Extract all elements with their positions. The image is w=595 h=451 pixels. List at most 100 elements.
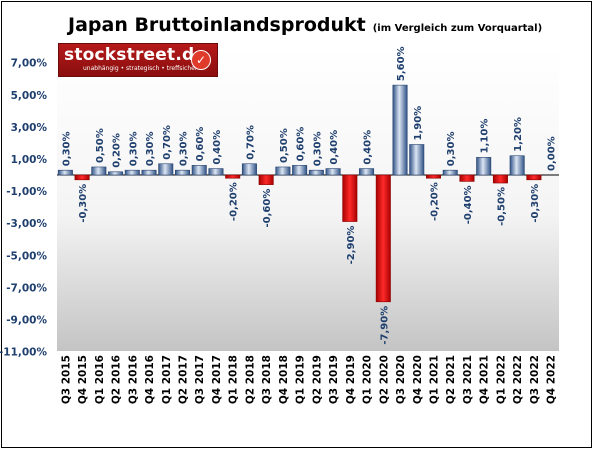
data-label: 0,00% (547, 136, 558, 171)
data-label: 0,20% (112, 133, 123, 168)
bar (74, 174, 90, 181)
x-tick-label: Q3 2015 (60, 355, 72, 404)
bar (442, 169, 458, 176)
bar (509, 155, 525, 176)
x-tick-label: Q1 2022 (495, 355, 507, 404)
data-label: 0,40% (329, 130, 340, 165)
x-tick-label: Q1 2020 (362, 355, 374, 404)
bar (158, 163, 174, 176)
x-tick-label: Q2 2020 (378, 355, 390, 404)
bar (359, 168, 375, 176)
x-tick-label: Q4 2021 (479, 355, 491, 404)
x-tick-label: Q2 2017 (178, 355, 190, 404)
x-tick-label: Q2 2019 (311, 355, 323, 404)
y-tick-label: -11,00% (0, 347, 47, 359)
data-label: 0,50% (279, 128, 290, 163)
bar (392, 84, 408, 176)
x-tick-label: Q3 2018 (261, 355, 273, 404)
x-tick-label: Q1 2018 (228, 355, 240, 404)
data-label: 1,90% (413, 106, 424, 141)
x-tick-label: Q2 2018 (244, 355, 256, 404)
chart-title: Japan Bruttoinlandsprodukt (68, 14, 366, 36)
stockstreet-logo: stockstreet.de unabhängig • strategisch … (58, 43, 218, 77)
chart-title-block: Japan Bruttoinlandsprodukt (im Vergleich… (68, 14, 542, 36)
x-axis: Q3 2015 Q4 2015 Q1 2016 Q2 2016 Q3 2016 Q4 20… (60, 355, 557, 404)
bars (57, 84, 542, 303)
y-tick-label: -7,00% (6, 282, 47, 294)
checkmark-icon: ✓ (191, 50, 211, 70)
bar (325, 168, 341, 176)
x-tick-label: Q4 2016 (144, 355, 156, 404)
y-tick-label: 3,00% (11, 122, 48, 134)
x-tick-label: Q4 2015 (77, 355, 89, 404)
bar (141, 169, 157, 176)
data-label: 0,30% (446, 131, 457, 166)
data-label: 0,30% (145, 131, 156, 166)
y-tick-label: -3,00% (6, 218, 47, 230)
data-label: 0,30% (179, 131, 190, 166)
logo-wordmark: stockstreet.de (64, 45, 207, 65)
x-tick-label: Q1 2017 (161, 355, 173, 404)
x-tick-label: Q2 2016 (111, 355, 123, 404)
x-tick-label: Q4 2019 (345, 355, 357, 404)
data-label: -0,50% (496, 187, 507, 226)
x-tick-label: Q3 2019 (328, 355, 340, 404)
data-label: 0,30% (128, 131, 139, 166)
data-label: 0,70% (245, 125, 256, 160)
data-label: -0,20% (430, 182, 441, 221)
data-label: -7,90% (379, 306, 390, 345)
x-tick-label: Q4 2017 (211, 355, 223, 404)
logo-tagline: unabhängig • strategisch • treffsicher (83, 65, 198, 72)
y-tick-label: 5,00% (11, 90, 48, 102)
data-labels: 0,30% -0,30% 0,50% 0,20% 0,30% 0,30% 0,70% 0,30… (61, 46, 557, 344)
x-tick-label: Q3 2017 (194, 355, 206, 404)
bar (292, 165, 308, 176)
data-label: -0,30% (530, 184, 541, 223)
chart-subtitle: (im Vergleich zum Vorquartal) (372, 23, 543, 34)
x-tick-label: Q3 2022 (529, 355, 541, 404)
data-label: 0,40% (363, 130, 374, 165)
bar (526, 174, 542, 181)
data-label: 0,60% (195, 127, 206, 162)
data-label: 0,60% (296, 127, 307, 162)
data-label: -0,40% (463, 185, 474, 224)
data-label: -0,20% (229, 182, 240, 221)
data-label: 0,50% (95, 128, 106, 163)
bar (225, 174, 241, 179)
data-label: -0,30% (78, 184, 89, 223)
bar (492, 174, 508, 184)
y-tick-label: -5,00% (6, 250, 47, 262)
data-label: 0,70% (162, 125, 173, 160)
bar (175, 169, 190, 176)
bar (426, 174, 441, 179)
x-tick-label: Q4 2020 (412, 355, 424, 404)
x-tick-label: Q3 2016 (127, 355, 139, 404)
bar (476, 157, 492, 176)
x-tick-label: Q1 2019 (295, 355, 307, 404)
data-label: 1,10% (480, 119, 491, 154)
y-tick-label: -9,00% (6, 314, 47, 326)
data-label: 0,40% (212, 130, 223, 165)
x-tick-label: Q3 2020 (395, 355, 407, 404)
bar (275, 166, 291, 176)
x-tick-label: Q4 2022 (546, 355, 558, 404)
x-tick-label: Q2 2021 (445, 355, 457, 404)
bar (342, 174, 358, 222)
x-tick-label: Q1 2016 (94, 355, 106, 404)
y-tick-label: -1,00% (6, 186, 47, 198)
bar (57, 169, 73, 176)
bar (308, 169, 324, 176)
y-tick-label: 1,00% (11, 154, 48, 166)
bar (459, 174, 475, 182)
x-tick-label: Q3 2021 (462, 355, 474, 404)
bar (208, 168, 224, 176)
x-tick-label: Q4 2018 (278, 355, 290, 404)
bar (241, 163, 257, 176)
bar (375, 174, 391, 303)
bar (258, 174, 274, 185)
plot-area (57, 48, 559, 351)
y-tick-label: 7,00% (11, 58, 48, 70)
data-label: -0,60% (262, 189, 273, 228)
data-label: -2,90% (346, 226, 357, 265)
y-axis: 7,00% 5,00% 3,00% 1,00% -1,00% -3,00% -5,00% -7… (0, 58, 559, 359)
